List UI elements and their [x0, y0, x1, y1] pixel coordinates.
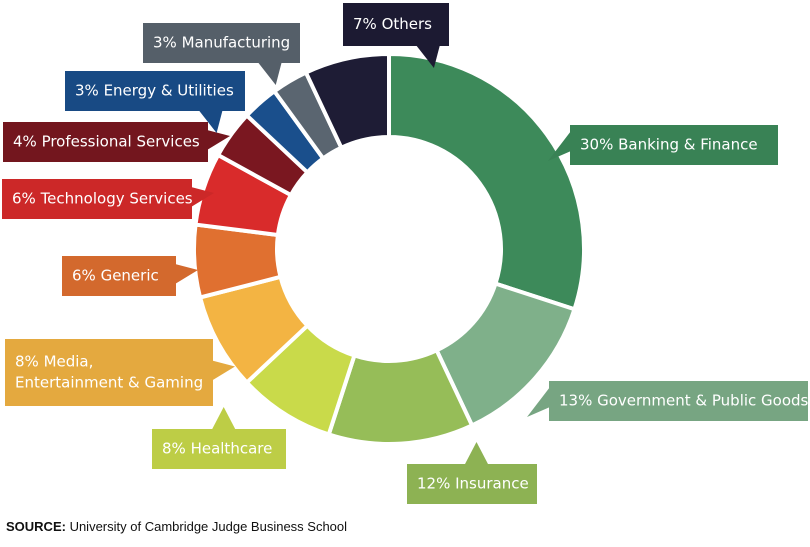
callout-pointer: [548, 131, 571, 161]
callout-pointer: [175, 264, 198, 284]
callout-technology-services: 6% Technology Services: [2, 179, 214, 219]
slice-label: 30% Banking & Finance: [580, 136, 758, 154]
slice-label: 8% Healthcare: [162, 440, 272, 458]
callout-box: [407, 464, 537, 504]
callout-pointer: [212, 360, 235, 381]
slice-label: 4% Professional Services: [13, 133, 200, 151]
callout-others: 7% Others: [343, 3, 449, 68]
slice-banking-finance: [387, 52, 586, 312]
callout-insurance: 12% Insurance: [407, 442, 537, 504]
slice-label: 7% Others: [353, 15, 432, 33]
callouts-layer: 30% Banking & Finance 13% Government & Pu…: [2, 3, 809, 504]
slice-others: [303, 52, 391, 150]
callout-pointer: [464, 442, 489, 465]
callout-generic: 6% Generic: [62, 256, 198, 296]
callout-pointer: [415, 45, 440, 68]
source-prefix: SOURCE:: [6, 519, 66, 534]
callout-professional-services: 4% Professional Services: [3, 122, 230, 162]
callout-box: [152, 429, 286, 469]
callout-banking-finance: 30% Banking & Finance: [548, 125, 778, 165]
callout-healthcare: 8% Healthcare: [152, 407, 286, 469]
callout-box: [3, 122, 208, 162]
slice-label: 12% Insurance: [417, 475, 529, 493]
callout-box: [570, 125, 778, 165]
callout-pointer: [527, 387, 550, 417]
callout-energy-utilities: 3% Energy & Utilities: [65, 71, 245, 133]
callout-box: [343, 3, 449, 46]
slice-label: 13% Government & Public Goods: [559, 392, 809, 410]
callout-box: [65, 71, 245, 111]
callout-box: [62, 256, 176, 296]
slices-layer: [192, 52, 586, 446]
callout-manufacturing: 3% Manufacturing: [143, 23, 300, 85]
callout-media-entertainment-gaming: 8% Media, Entertainment & Gaming: [5, 339, 235, 406]
callout-pointer: [207, 130, 230, 150]
slice-label: 6% Generic: [72, 267, 159, 285]
callout-pointer: [191, 187, 214, 207]
callout-box: [549, 381, 808, 421]
callout-pointer: [257, 62, 282, 85]
source-text: University of Cambridge Judge Business S…: [65, 519, 348, 534]
callout-pointer: [198, 110, 223, 133]
callout-government-public-goods: 13% Government & Public Goods: [527, 381, 809, 421]
callout-pointer: [211, 407, 236, 430]
callout-box: [5, 339, 213, 406]
slice-label: 6% Technology Services: [12, 190, 193, 208]
slice-label: 8% Media, Entertainment & Gaming: [15, 353, 203, 392]
slice-label: 3% Manufacturing: [153, 34, 290, 52]
callout-box: [2, 179, 192, 219]
source-note: SOURCE: University of Cambridge Judge Bu…: [6, 519, 347, 534]
callout-box: [143, 23, 300, 63]
slice-label: 3% Energy & Utilities: [75, 82, 234, 100]
